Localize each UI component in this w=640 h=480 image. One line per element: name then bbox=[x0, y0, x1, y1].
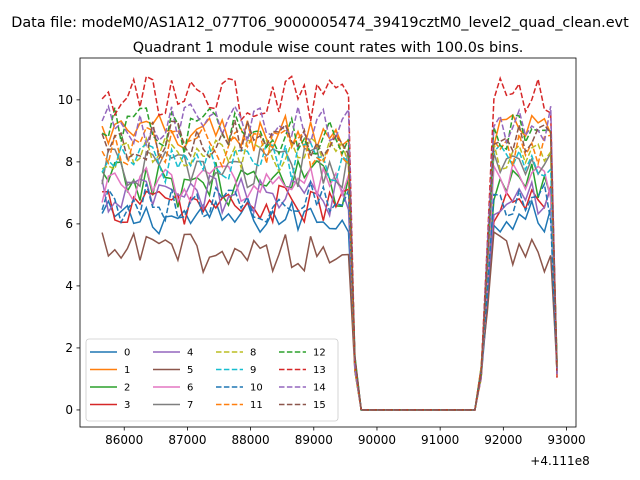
series-line-4 bbox=[101, 174, 558, 411]
chart-title: Quadrant 1 module wise count rates with … bbox=[133, 40, 524, 56]
series-line-15 bbox=[101, 118, 558, 411]
legend-label-0: 0 bbox=[124, 348, 130, 359]
y-tick-label: 8 bbox=[65, 155, 73, 169]
plot-area bbox=[101, 75, 558, 411]
x-tick-label: 91000 bbox=[421, 433, 459, 447]
legend-label-2: 2 bbox=[124, 383, 130, 394]
legend-label-13: 13 bbox=[313, 365, 326, 376]
series-line-11 bbox=[101, 125, 558, 411]
series-line-10 bbox=[101, 179, 558, 411]
series-line-8 bbox=[101, 135, 558, 411]
legend-box bbox=[85, 338, 339, 422]
series-line-1 bbox=[101, 113, 558, 411]
y-tick-label: 4 bbox=[65, 279, 73, 293]
x-tick-label: 88000 bbox=[232, 433, 270, 447]
legend-label-6: 6 bbox=[187, 383, 193, 394]
figure-suptitle: Data file: modeM0/AS1A12_077T06_90000054… bbox=[11, 15, 629, 31]
y-tick-label: 0 bbox=[65, 403, 73, 417]
legend-label-8: 8 bbox=[250, 348, 256, 359]
legend-label-11: 11 bbox=[250, 400, 263, 411]
series-lines bbox=[101, 75, 558, 411]
axes-frame bbox=[79, 57, 577, 428]
legend-label-4: 4 bbox=[187, 348, 193, 359]
legend-label-9: 9 bbox=[250, 365, 256, 376]
legend-label-14: 14 bbox=[313, 383, 326, 394]
series-line-6 bbox=[101, 161, 558, 411]
series-line-0 bbox=[101, 198, 558, 411]
x-tick-label: 93000 bbox=[547, 433, 585, 447]
axes: 86000 87000 88000 89000 90000 91000 92000 93000… bbox=[58, 57, 586, 447]
series-line-12 bbox=[101, 107, 558, 411]
legend-label-1: 1 bbox=[124, 365, 130, 376]
y-tick-label: 10 bbox=[58, 93, 73, 107]
legend-label-3: 3 bbox=[124, 400, 130, 411]
series-line-3 bbox=[102, 184, 558, 411]
series-line-14 bbox=[101, 103, 558, 411]
legend-label-15: 15 bbox=[313, 400, 326, 411]
x-tick-label: 86000 bbox=[105, 433, 143, 447]
series-line-13 bbox=[101, 75, 558, 411]
x-tick-label: 92000 bbox=[484, 433, 522, 447]
legend-label-7: 7 bbox=[187, 400, 193, 411]
x-tick-label: 87000 bbox=[168, 433, 206, 447]
x-tick-label: 89000 bbox=[295, 433, 333, 447]
x-offset-label: +4.111e8 bbox=[530, 454, 589, 468]
legend-label-5: 5 bbox=[187, 365, 193, 376]
y-tick-label: 6 bbox=[65, 217, 73, 231]
legend-label-10: 10 bbox=[250, 383, 263, 394]
series-line-5 bbox=[101, 230, 558, 411]
legend-label-12: 12 bbox=[313, 348, 326, 359]
y-tick-label: 2 bbox=[65, 341, 73, 355]
x-tick-label: 90000 bbox=[358, 433, 396, 447]
